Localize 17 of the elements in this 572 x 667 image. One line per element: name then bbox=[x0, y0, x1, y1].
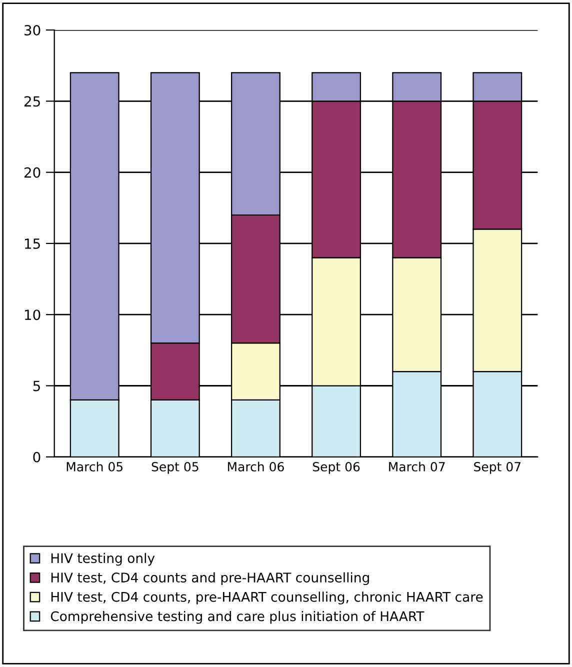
x-tick-label: Sept 07 bbox=[474, 462, 521, 474]
y-tick-label: 15 bbox=[25, 238, 40, 249]
y-tick-label: 25 bbox=[24, 96, 40, 107]
legend-label: HIV test, CD4 counts, pre-HAART counselling, chronic HAART care bbox=[51, 592, 483, 604]
x-tick-label: March 06 bbox=[228, 462, 284, 472]
y-tick-label: 20 bbox=[24, 167, 40, 178]
x-tick-label: March 07 bbox=[389, 462, 445, 472]
y-tick-label: 0 bbox=[33, 452, 40, 462]
legend-label: Comprehensive testing and care plus initiation of HAART bbox=[50, 611, 424, 624]
legend-label: HIV test, CD4 counts and pre-HAART counselling bbox=[51, 572, 369, 586]
y-tick-label: 30 bbox=[24, 24, 40, 36]
x-tick-label: Sept 06 bbox=[312, 462, 360, 474]
x-tick-label: Sept 05 bbox=[152, 462, 198, 474]
legend-label: HIV testing only bbox=[51, 552, 155, 566]
y-tick-label: 5 bbox=[33, 380, 40, 392]
x-tick-label: March 05 bbox=[66, 462, 123, 472]
y-tick-label: 10 bbox=[25, 310, 40, 320]
